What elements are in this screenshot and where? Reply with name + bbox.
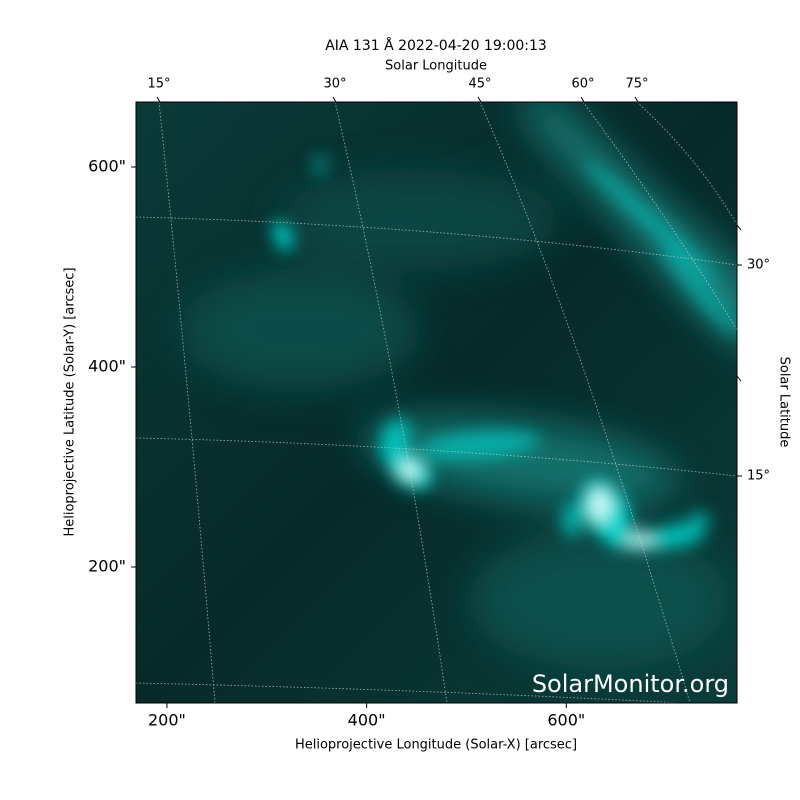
watermark: SolarMonitor.org (532, 670, 729, 698)
top-tick-label: 15° (147, 77, 170, 92)
tick (736, 224, 742, 231)
plot-frame (135, 101, 738, 704)
x-tick-label: 400" (348, 711, 386, 730)
emission (582, 159, 718, 281)
emission-core (590, 489, 610, 521)
top-tick (332, 96, 337, 103)
x-axis-label: Helioprojective Longitude (Solar-X) [arc… (295, 738, 577, 753)
top-tick-label: 75° (625, 77, 648, 92)
top-tick (634, 96, 639, 103)
emission (562, 502, 582, 538)
top-tick-label: 60° (571, 77, 594, 92)
emission (272, 220, 294, 252)
y-axis-label: Helioprojective Latitude (Solar-Y) [arcs… (63, 267, 78, 536)
top-tick (580, 96, 585, 103)
top-tick-label: 45° (468, 77, 491, 92)
top-tick (477, 96, 482, 103)
top-tick-label: 30° (323, 77, 346, 92)
y-tick-label: 400" (88, 357, 126, 376)
right-tick-label: 15° (747, 469, 770, 484)
x-tick-label: 200" (148, 711, 186, 730)
emission (660, 243, 737, 337)
emission (379, 418, 411, 462)
right-axis-label: Solar Latitude (777, 357, 792, 448)
emission (420, 430, 540, 460)
emission (312, 153, 328, 177)
top-axis-label: Solar Longitude (385, 59, 487, 74)
right-tick-label: 30° (747, 258, 770, 273)
chart-title: AIA 131 Å 2022-04-20 19:00:13 (325, 37, 547, 54)
top-tick (156, 96, 161, 103)
y-tick-label: 600" (88, 157, 126, 176)
emission (690, 510, 710, 530)
tick (736, 375, 742, 382)
emission (655, 522, 705, 548)
solar-image (136, 102, 737, 703)
x-tick-label: 600" (547, 711, 585, 730)
y-tick-label: 200" (88, 557, 126, 576)
